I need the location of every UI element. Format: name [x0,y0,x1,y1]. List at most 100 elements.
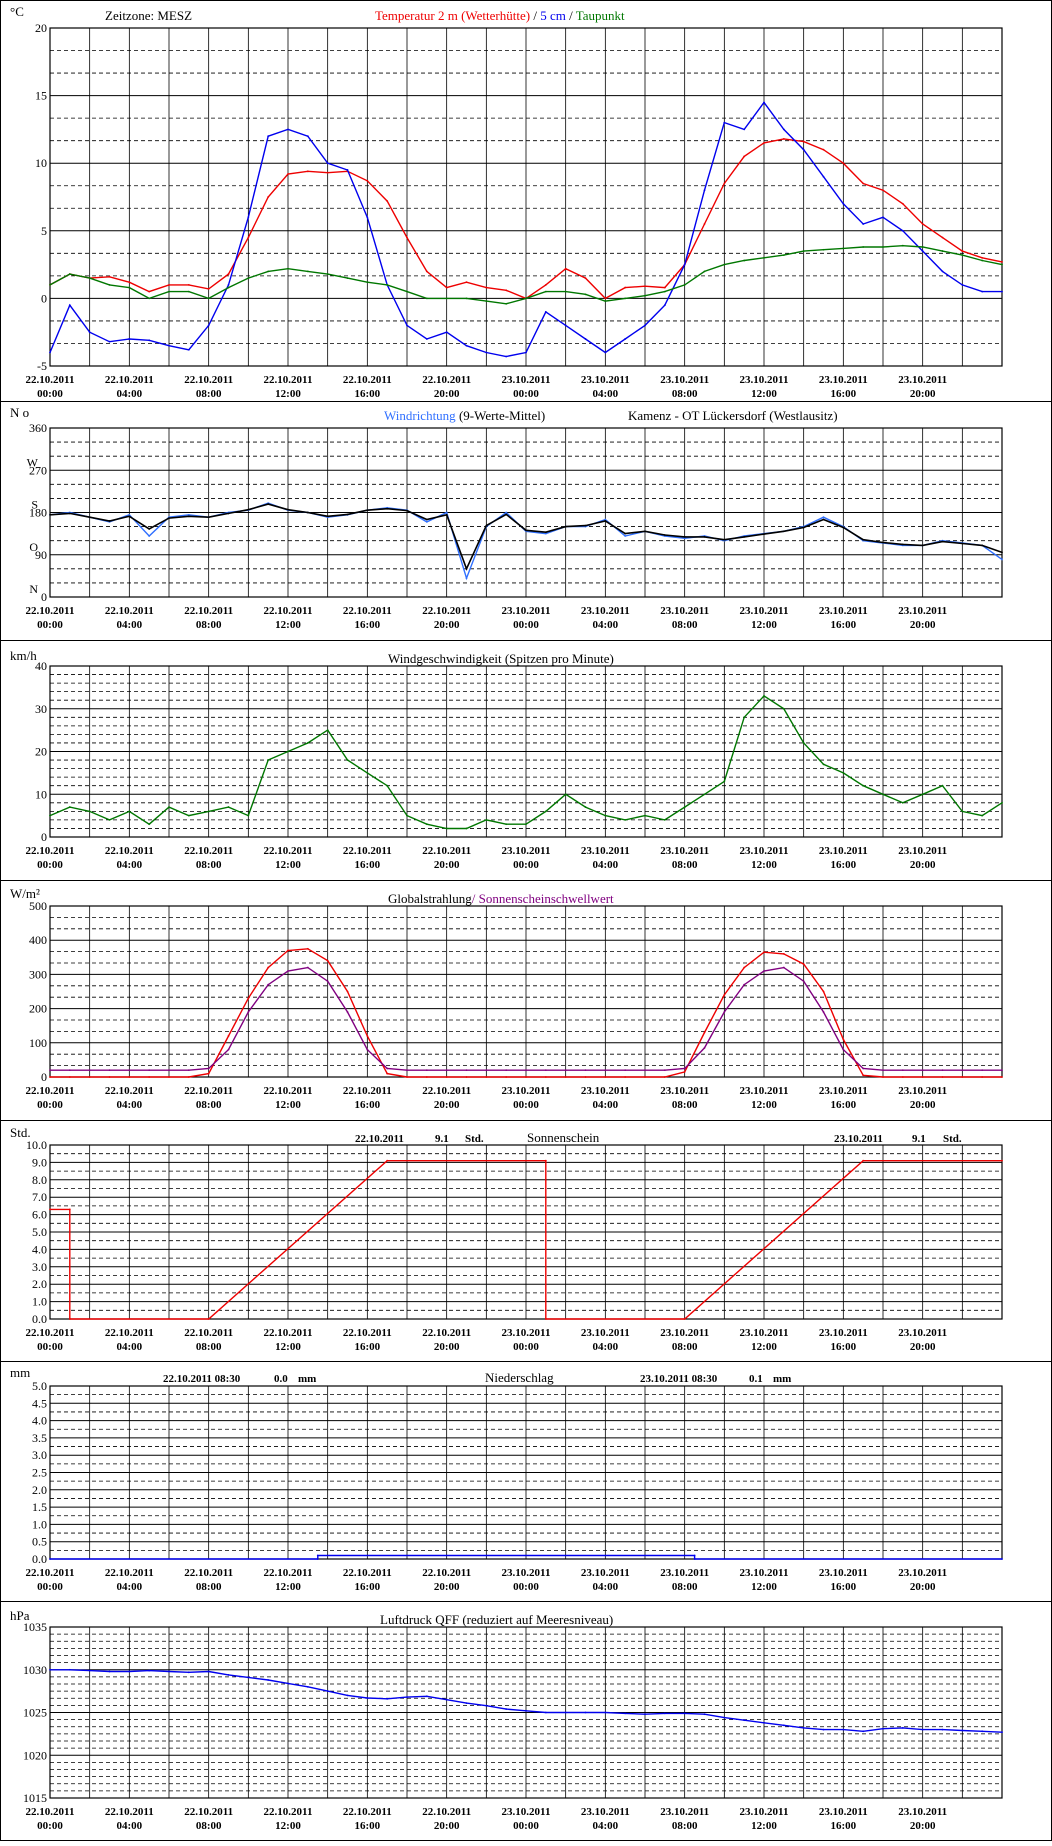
x-tick-date: 23.10.2011 [502,1085,551,1097]
data-point [425,270,428,273]
data-point [693,1558,696,1560]
y-tick-label: 1.0 [32,1517,47,1531]
x-tick-date: 23.10.2011 [898,1567,947,1579]
annotation-date: 22.10.2011 [355,1133,404,1145]
series-radiation-0 [49,947,1003,1078]
data-point [406,814,408,817]
x-tick-date: 23.10.2011 [660,1327,709,1339]
data-point [763,256,765,259]
x-tick-time: 08:00 [196,1099,222,1111]
data-point [921,1069,924,1072]
x-tick-time: 12:00 [275,1820,301,1832]
data-point [306,742,309,744]
data-point [584,338,587,340]
data-point [326,1690,329,1693]
data-point [187,814,190,817]
data-point [366,1035,369,1037]
y-tick-label: 9.0 [32,1155,47,1169]
data-point [445,1698,448,1701]
data-point [326,959,329,962]
data-point [187,515,190,518]
y-tick-label: 0 [41,291,47,305]
x-tick-date: 22.10.2011 [264,845,313,857]
y-tick-label: 360 [29,421,47,435]
data-point [485,1076,488,1078]
data-point [445,331,448,334]
x-tick-date: 22.10.2011 [184,1806,233,1818]
data-point [644,1069,646,1072]
data-point [346,277,349,280]
data-point [584,1076,587,1078]
data-point [981,544,984,547]
data-point [485,300,488,303]
data-point [703,189,706,192]
data-point [88,1069,91,1072]
annotation-date: 23.10.2011 [834,1133,883,1145]
data-point [901,1069,904,1072]
x-tick-date: 23.10.2011 [502,374,551,386]
x-tick-time: 08:00 [196,388,222,400]
x-tick-time: 20:00 [910,1099,936,1111]
y-tick-label: 40 [35,659,47,673]
x-tick-time: 16:00 [354,1581,380,1593]
data-point [227,806,230,808]
data-point [763,1721,765,1724]
y-tick-label: 5.0 [32,1379,47,1393]
data-point [247,814,250,817]
y-tick-label: 300 [29,967,47,981]
x-tick-time: 08:00 [196,859,222,871]
x-tick-time: 16:00 [354,1341,380,1353]
data-point [842,526,845,529]
data-point [505,513,508,516]
data-point [822,1011,825,1013]
x-tick-time: 08:00 [672,619,698,631]
x-tick-date: 23.10.2011 [502,1806,551,1818]
data-point [693,1554,696,1557]
x-tick-date: 22.10.2011 [264,1567,313,1579]
data-point [683,1070,686,1073]
data-point [644,1713,646,1716]
x-tick-date: 23.10.2011 [740,374,789,386]
x-tick-date: 23.10.2011 [898,374,947,386]
x-tick-time: 08:00 [672,1341,698,1353]
data-point [782,707,785,710]
series-sunshine-0 [49,1159,1003,1320]
x-tick-date: 22.10.2011 [184,1327,233,1339]
data-point [128,1670,131,1673]
station-label: Kamenz - OT Lückersdorf (Westlausitz) [628,408,838,423]
y-unit-label: hPa [10,1608,30,1623]
data-point [207,1670,210,1673]
x-tick-date: 23.10.2011 [581,845,630,857]
x-tick-date: 22.10.2011 [422,605,471,617]
data-point [287,173,289,175]
data-point [49,1208,51,1211]
data-point [287,949,289,952]
x-tick-time: 08:00 [672,1581,698,1593]
series-temperature-1 [49,101,1003,358]
data-point [386,784,389,787]
x-tick-date: 22.10.2011 [184,374,233,386]
x-tick-date: 22.10.2011 [422,1806,471,1818]
data-point [207,288,210,290]
data-point [842,1048,845,1051]
data-point [1001,1731,1003,1734]
data-point [564,525,567,528]
data-point [544,1069,547,1072]
x-tick-time: 20:00 [434,1341,460,1353]
data-point [683,536,686,538]
y-tick-label: 100 [29,1036,47,1050]
data-point [187,1069,190,1072]
data-point [901,1726,904,1729]
data-point [326,515,329,518]
data-point [68,1668,71,1671]
data-point [624,819,627,821]
data-point [505,511,508,514]
plot-frame [49,665,1003,838]
data-point [306,270,309,273]
y-tick-label: 1.0 [32,1295,47,1309]
data-point [782,137,785,140]
data-point [406,1076,408,1078]
y-tick-label: 5.0 [32,1225,47,1239]
data-point [128,338,131,340]
data-point [604,297,607,300]
